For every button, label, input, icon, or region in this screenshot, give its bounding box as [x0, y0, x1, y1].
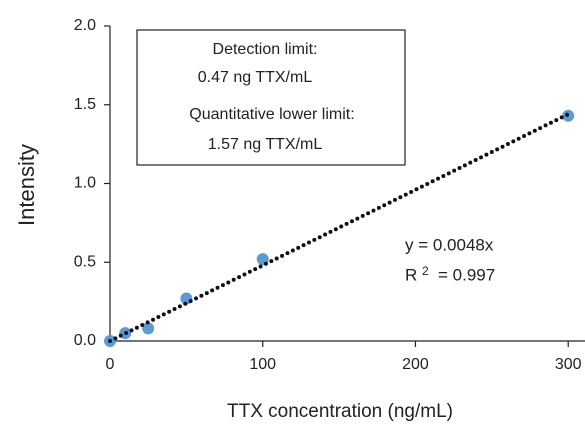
- y-tick-label: 0.5: [74, 253, 96, 270]
- annotation-box: [136, 29, 406, 166]
- r-squared-label: R: [405, 265, 417, 284]
- trendline: [108, 112, 571, 343]
- x-tick-label: 300: [555, 356, 582, 373]
- y-tick-label: 0.0: [74, 332, 96, 349]
- annotation: Detection limit:: [213, 41, 318, 58]
- x-tick-label: 0: [106, 356, 115, 373]
- x-tick-label: 200: [402, 356, 429, 373]
- annotation: 1.57 ng TTX/mL: [208, 136, 323, 153]
- equation: y = 0.0048x: [405, 235, 494, 254]
- annotation: 0.47 ng TTX/mL: [198, 69, 313, 86]
- x-axis-label: TTX concentration (ng/mL): [227, 401, 453, 422]
- data-point: [142, 322, 155, 335]
- r-squared-value: = 0.997: [438, 265, 495, 284]
- y-tick-label: 2.0: [74, 17, 96, 34]
- y-tick-label: 1.5: [74, 96, 96, 113]
- y-tick-label: 1.0: [74, 175, 96, 192]
- x-tick-label: 100: [249, 356, 276, 373]
- r-squared-sup: 2: [422, 264, 429, 278]
- annotation: Quantitative lower limit:: [189, 106, 354, 123]
- y-axis-label: Intensity: [14, 144, 39, 226]
